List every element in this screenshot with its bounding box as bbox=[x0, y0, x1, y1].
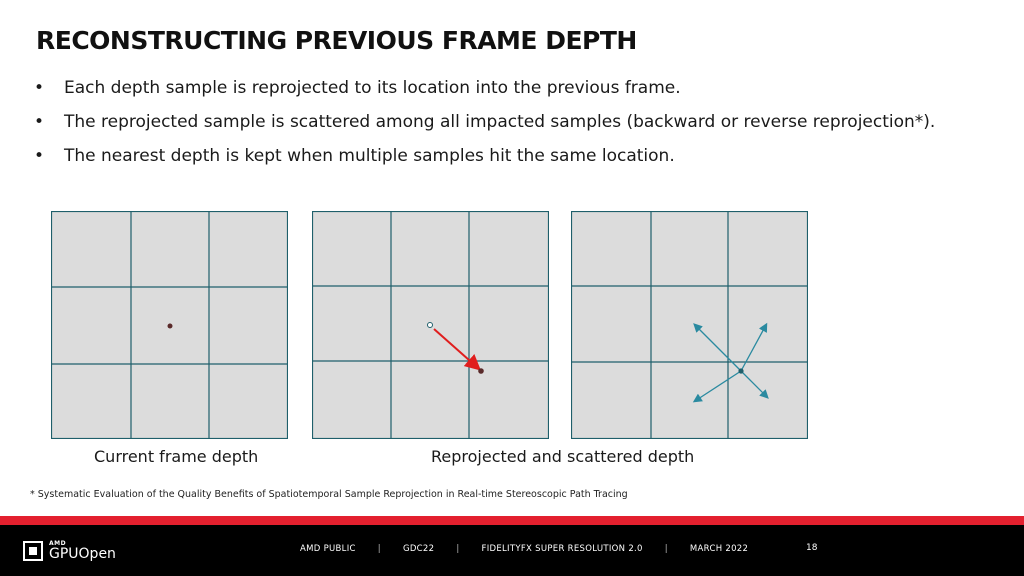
slide-title: RECONSTRUCTING PREVIOUS FRAME DEPTH bbox=[36, 26, 637, 55]
bullet-item: • Each depth sample is reprojected to it… bbox=[34, 71, 935, 105]
grid-background bbox=[571, 211, 808, 439]
bullet-item: • The nearest depth is kept when multipl… bbox=[34, 139, 935, 173]
depth-sample-dot bbox=[167, 323, 173, 329]
logo-gpuopen-text: GPUOpen bbox=[49, 546, 116, 562]
bullet-marker: • bbox=[34, 78, 45, 98]
footer-separator: | bbox=[377, 544, 381, 554]
bullet-list: • Each depth sample is reprojected to it… bbox=[34, 71, 935, 173]
logo-amd-text: AMD bbox=[49, 540, 67, 547]
footer-classification: AMD PUBLIC bbox=[300, 544, 356, 554]
gpuopen-logo: AMD GPUOpen bbox=[23, 538, 116, 564]
footer-separator: | bbox=[456, 544, 460, 554]
footer-info: AMD PUBLIC | GDC22 | FIDELITYFX SUPER RE… bbox=[300, 544, 748, 554]
footer-date: MARCH 2022 bbox=[689, 544, 749, 554]
bullet-text: Each depth sample is reprojected to its … bbox=[64, 78, 681, 98]
scatter-arrow bbox=[740, 370, 769, 399]
scatter-arrow bbox=[693, 323, 742, 372]
scatter-grid bbox=[571, 211, 808, 439]
footer-event: GDC22 bbox=[402, 544, 435, 554]
bullet-marker: • bbox=[34, 112, 45, 132]
bullet-text: The reprojected sample is scattered amon… bbox=[64, 112, 936, 132]
bullet-text: The nearest depth is kept when multiple … bbox=[64, 146, 675, 166]
footer-bar: AMD GPUOpen AMD PUBLIC | GDC22 | FIDELIT… bbox=[0, 525, 1024, 576]
caption-reprojected-depth: Reprojected and scattered depth bbox=[431, 447, 695, 466]
original-sample-dot bbox=[427, 322, 433, 328]
page-number: 18 bbox=[806, 543, 818, 553]
reprojection-grid bbox=[312, 211, 549, 439]
bullet-item: • The reprojected sample is scattered am… bbox=[34, 105, 935, 139]
scatter-arrow bbox=[692, 370, 742, 403]
bullet-marker: • bbox=[34, 146, 45, 166]
footer-topic: FIDELITYFX SUPER RESOLUTION 2.0 bbox=[481, 544, 643, 554]
reprojection-arrow bbox=[433, 328, 481, 371]
footer-separator: | bbox=[664, 544, 668, 554]
caption-current-depth: Current frame depth bbox=[94, 447, 259, 466]
current-depth-grid bbox=[51, 211, 288, 439]
chip-icon bbox=[23, 541, 43, 561]
reprojected-sample-dot bbox=[478, 368, 484, 374]
accent-bar bbox=[0, 516, 1024, 525]
scatter-arrow bbox=[740, 322, 768, 372]
footnote: * Systematic Evaluation of the Quality B… bbox=[30, 489, 628, 500]
scattered-sample-dot bbox=[738, 368, 744, 374]
